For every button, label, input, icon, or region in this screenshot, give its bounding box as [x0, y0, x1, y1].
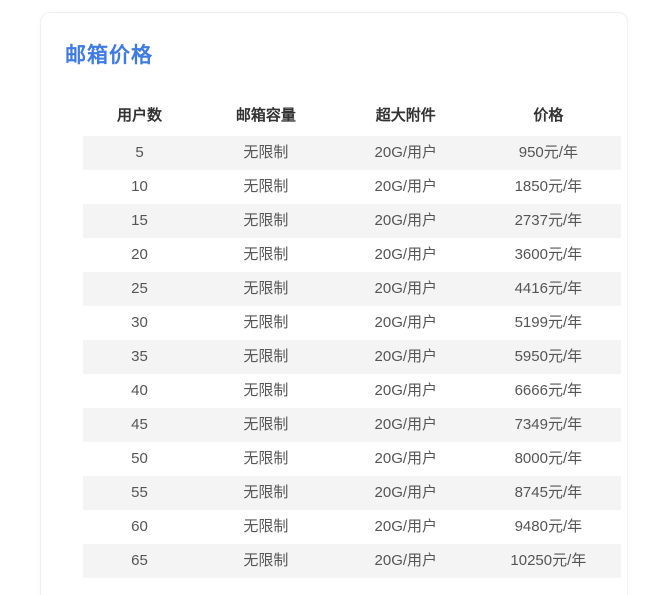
table-body: 5 无限制 20G/用户 950元/年 10 无限制 20G/用户 1850元/年 15 无限制 2…	[83, 136, 621, 578]
cell-attachment: 20G/用户	[374, 280, 438, 297]
cell-price: 5950元/年	[514, 348, 583, 365]
cell-price: 8000元/年	[514, 450, 583, 467]
table-header-row: 用户数 邮箱容量 超大附件 价格	[83, 95, 621, 136]
page-title: 邮箱价格	[65, 44, 153, 67]
pricing-table: 用户数 邮箱容量 超大附件 价格 5 无限制 20G/用户 950元/年 10 无限制 20…	[83, 95, 621, 578]
cell-price: 7349元/年	[514, 416, 583, 433]
cell-price: 2737元/年	[514, 212, 583, 229]
cell-users: 20	[131, 246, 148, 263]
cell-price: 10250元/年	[510, 552, 587, 569]
cell-price: 8745元/年	[514, 484, 583, 501]
cell-price: 4416元/年	[514, 280, 583, 297]
table-row: 20 无限制 20G/用户 3600元/年	[83, 238, 621, 272]
cell-attachment: 20G/用户	[374, 382, 438, 399]
cell-price: 1850元/年	[514, 178, 583, 195]
table-row: 55 无限制 20G/用户 8745元/年	[83, 476, 621, 510]
cell-attachment: 20G/用户	[374, 246, 438, 263]
cell-attachment: 20G/用户	[374, 552, 438, 569]
cell-price: 6666元/年	[514, 382, 583, 399]
cell-price: 950元/年	[518, 144, 578, 161]
cell-capacity: 无限制	[243, 450, 289, 467]
column-header-price: 价格	[475, 95, 621, 136]
table-row: 40 无限制 20G/用户 6666元/年	[83, 374, 621, 408]
table-row: 50 无限制 20G/用户 8000元/年	[83, 442, 621, 476]
cell-attachment: 20G/用户	[374, 314, 438, 331]
cell-capacity: 无限制	[243, 314, 289, 331]
cell-attachment: 20G/用户	[374, 484, 438, 501]
table-row: 10 无限制 20G/用户 1850元/年	[83, 170, 621, 204]
cell-capacity: 无限制	[243, 280, 289, 297]
cell-users: 45	[131, 416, 148, 433]
cell-capacity: 无限制	[243, 246, 289, 263]
cell-users: 10	[131, 178, 148, 195]
cell-users: 25	[131, 280, 148, 297]
cell-attachment: 20G/用户	[374, 450, 438, 467]
cell-price: 3600元/年	[514, 246, 583, 263]
cell-attachment: 20G/用户	[374, 518, 438, 535]
table-row: 30 无限制 20G/用户 5199元/年	[83, 306, 621, 340]
column-header-capacity: 邮箱容量	[195, 95, 336, 136]
cell-price: 5199元/年	[514, 314, 583, 331]
cell-capacity: 无限制	[243, 518, 289, 535]
cell-users: 35	[131, 348, 148, 365]
table-row: 45 无限制 20G/用户 7349元/年	[83, 408, 621, 442]
cell-attachment: 20G/用户	[374, 144, 438, 161]
table-row: 15 无限制 20G/用户 2737元/年	[83, 204, 621, 238]
table-row: 5 无限制 20G/用户 950元/年	[83, 136, 621, 170]
table-row: 25 无限制 20G/用户 4416元/年	[83, 272, 621, 306]
cell-users: 65	[131, 552, 148, 569]
cell-users: 5	[135, 144, 144, 161]
table-row: 65 无限制 20G/用户 10250元/年	[83, 544, 621, 578]
cell-attachment: 20G/用户	[374, 348, 438, 365]
cell-attachment: 20G/用户	[374, 416, 438, 433]
pricing-card: 邮箱价格 用户数 邮箱容量 超大附件 价格 5 无限制 20G/用户 950元/年 10…	[40, 12, 628, 595]
cell-capacity: 无限制	[243, 144, 289, 161]
table-row: 60 无限制 20G/用户 9480元/年	[83, 510, 621, 544]
cell-capacity: 无限制	[243, 178, 289, 195]
cell-users: 30	[131, 314, 148, 331]
cell-attachment: 20G/用户	[374, 178, 438, 195]
column-header-users: 用户数	[83, 95, 196, 136]
cell-users: 60	[131, 518, 148, 535]
cell-capacity: 无限制	[243, 212, 289, 229]
cell-users: 55	[131, 484, 148, 501]
column-header-attachment: 超大附件	[335, 95, 476, 136]
cell-attachment: 20G/用户	[374, 212, 438, 229]
cell-price: 9480元/年	[514, 518, 583, 535]
cell-capacity: 无限制	[243, 348, 289, 365]
cell-users: 15	[131, 212, 148, 229]
table-row: 35 无限制 20G/用户 5950元/年	[83, 340, 621, 374]
cell-capacity: 无限制	[243, 484, 289, 501]
cell-capacity: 无限制	[243, 416, 289, 433]
cell-capacity: 无限制	[243, 552, 289, 569]
cell-users: 50	[131, 450, 148, 467]
cell-users: 40	[131, 382, 148, 399]
cell-capacity: 无限制	[243, 382, 289, 399]
